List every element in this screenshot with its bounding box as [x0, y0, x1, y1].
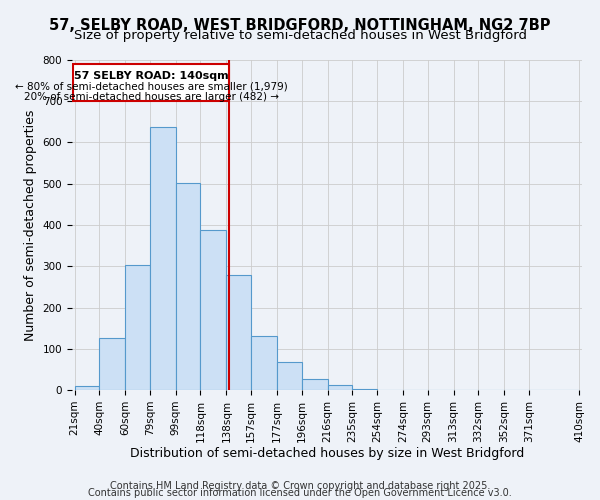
- Text: Size of property relative to semi-detached houses in West Bridgford: Size of property relative to semi-detach…: [74, 29, 527, 42]
- Bar: [99, 338, 125, 390]
- X-axis label: Distribution of semi-detached houses by size in West Bridgford: Distribution of semi-detached houses by …: [130, 448, 524, 460]
- Text: 57 SELBY ROAD: 140sqm: 57 SELBY ROAD: 140sqm: [74, 71, 229, 81]
- Text: Contains public sector information licensed under the Open Government Licence v3: Contains public sector information licen…: [88, 488, 512, 498]
- Bar: [302, 379, 328, 390]
- FancyBboxPatch shape: [73, 64, 229, 101]
- Text: Contains HM Land Registry data © Crown copyright and database right 2025.: Contains HM Land Registry data © Crown c…: [110, 481, 490, 491]
- Bar: [74, 386, 99, 390]
- Y-axis label: Number of semi-detached properties: Number of semi-detached properties: [24, 110, 37, 340]
- Text: ← 80% of semi-detached houses are smaller (1,979): ← 80% of semi-detached houses are smalle…: [15, 82, 287, 92]
- Bar: [125, 266, 150, 390]
- Bar: [150, 127, 176, 390]
- Bar: [328, 385, 352, 390]
- Text: 57, SELBY ROAD, WEST BRIDGFORD, NOTTINGHAM, NG2 7BP: 57, SELBY ROAD, WEST BRIDGFORD, NOTTINGH…: [49, 18, 551, 32]
- Bar: [176, 182, 200, 390]
- Bar: [277, 362, 302, 390]
- Bar: [251, 336, 277, 390]
- Text: 20% of semi-detached houses are larger (482) →: 20% of semi-detached houses are larger (…: [23, 92, 278, 102]
- Bar: [200, 230, 226, 390]
- Bar: [226, 274, 251, 390]
- Bar: [352, 389, 377, 390]
